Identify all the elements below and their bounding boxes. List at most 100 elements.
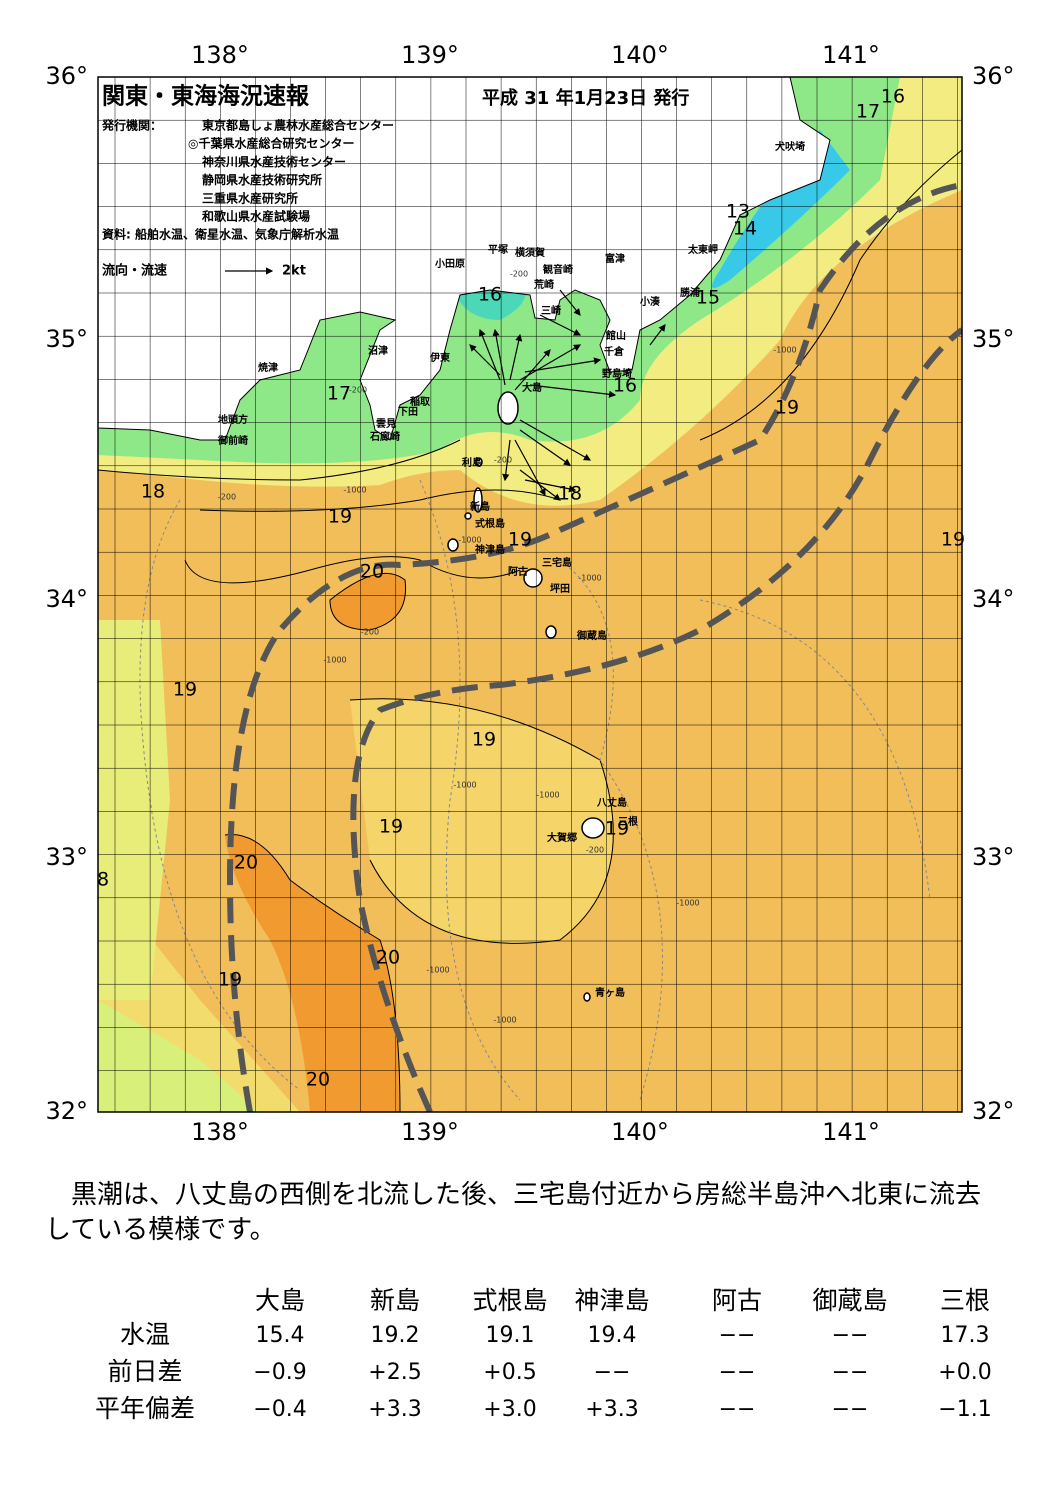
table-cell: −− [719,1360,756,1385]
current-vectors [469,289,666,501]
lon-label: 140° [611,1118,669,1146]
table-cell: 19.4 [588,1323,637,1348]
place-name: 三崎 [541,304,561,317]
isotherm-label: 19 [379,816,403,838]
table-cell: −− [832,1360,869,1385]
lon-label: 139° [401,1118,459,1146]
table-header: 大島 [255,1286,305,1315]
table-cell: +0.0 [938,1360,991,1385]
place-name: 御蔵島 [576,629,607,642]
place-name: 大賀郷 [547,831,577,844]
table-cell: −1.1 [938,1397,991,1422]
isotherm-label: 19 [218,969,242,991]
depth-label: -1000 [343,486,366,495]
place-name: 横須賀 [515,246,545,259]
place-name: 小田原 [434,257,465,270]
place-name: 犬吠埼 [775,140,805,153]
issuer: ◎千葉県水産総合研究センター [188,136,354,151]
table-header: 阿古 [712,1286,762,1315]
depth-label: -1000 [676,899,699,908]
place-name: 大島 [522,381,542,394]
islands [447,391,605,1002]
isotherm-label: 19 [328,506,352,528]
source: 資料: 船舶水温、衛星水温、気象庁解析水温 [102,227,339,242]
table-cell: +3.3 [585,1397,638,1422]
isotherm-label: 20 [376,947,400,969]
isotherm-label: 19 [472,729,496,751]
isotherm-label: 18 [141,481,165,503]
place-name: 青ヶ島 [595,986,625,999]
depth-label: -200 [349,386,367,395]
labels: 138° 138° 139° 139° 140° 140° 141° 141° 36° 36° 35… [45,41,1014,1423]
place-name: 館山 [605,329,626,342]
lon-label: 139° [401,41,459,69]
place-name: 稲取 [410,395,431,408]
table-cell: −0.9 [253,1360,306,1385]
depth-label: -200 [586,846,604,855]
table-header: 新島 [370,1286,420,1315]
place-name: 石廊崎 [369,430,400,443]
lon-label: 141° [822,1118,880,1146]
isotherm-label: 19 [941,529,965,551]
place-name: 勝浦 [680,286,700,299]
place-name: 雲見 [376,418,396,430]
isotherm-label: 19 [508,529,532,551]
isotherm-label: 19 [173,679,197,701]
lat-label: 32° [45,1097,88,1125]
depth-label: -200 [510,270,528,279]
depth-label: -200 [218,493,236,502]
table-cell: 19.1 [486,1323,535,1348]
place-name: 阿古 [508,565,528,578]
isotherm-label: 19 [605,818,629,840]
table-header: 三根 [940,1286,990,1315]
table-cell: 15.4 [256,1323,305,1348]
place-name: 下田 [398,406,418,418]
place-name: 八丈島 [596,796,627,809]
issuer: 静岡県水産技術研究所 [202,172,322,187]
lat-label: 33° [45,843,88,871]
place-name: 平塚 [488,243,508,256]
summary: 黒潮は、八丈島の西側を北流した後、三宅島付近から房総半島沖へ北東に流去している模… [45,1180,982,1245]
issuer: 神奈川県水産技術センター [202,154,346,169]
table-cell: 17.3 [941,1323,990,1348]
table-cell: −− [719,1323,756,1348]
isotherm-label: 16 [613,375,637,397]
isotherm-label: 14 [733,218,757,240]
lon-label: 141° [822,41,880,69]
lat-label: 36° [972,62,1015,90]
issuer-label: 発行機関： [101,118,162,133]
isotherm-label: 17 [327,383,351,405]
table-cell: −− [832,1323,869,1348]
table-cell: +2.5 [368,1360,421,1385]
place-name: 利島 [462,456,482,469]
place-name: 新島 [470,500,490,513]
depth-label: -1000 [453,781,476,790]
place-name: 神津島 [475,543,505,556]
depth-label: -1000 [323,656,346,665]
place-name: 太東岬 [687,243,718,256]
isotherm-label: 19 [775,397,799,419]
place-name: 富津 [605,252,625,265]
place-name: 三根 [618,815,638,828]
lon-label: 138° [191,1118,249,1146]
place-name: 沼津 [368,344,388,357]
isotherm-label: 20 [306,1069,330,1091]
issuer: 三重県水産研究所 [202,190,298,205]
place-name: 荒崎 [533,278,554,291]
depth-label: -1000 [493,1016,516,1025]
isotherm-label: 8 [97,869,109,891]
place-name: 千倉 [604,345,625,358]
depth-label: -200 [494,456,512,465]
table-cell: −− [594,1360,631,1385]
depth-label: -1000 [578,574,601,583]
isotherm-label: 13 [726,201,750,223]
isotherm-label: 20 [234,852,258,874]
row-label: 水温 [120,1320,170,1349]
lat-label: 35° [45,325,88,353]
depth-label: -1000 [426,966,449,975]
table-header: 神津島 [574,1286,649,1315]
place-name: 小湊 [639,295,661,308]
isotherm-label: 16 [881,86,905,108]
isotherm-label: 17 [856,101,880,123]
